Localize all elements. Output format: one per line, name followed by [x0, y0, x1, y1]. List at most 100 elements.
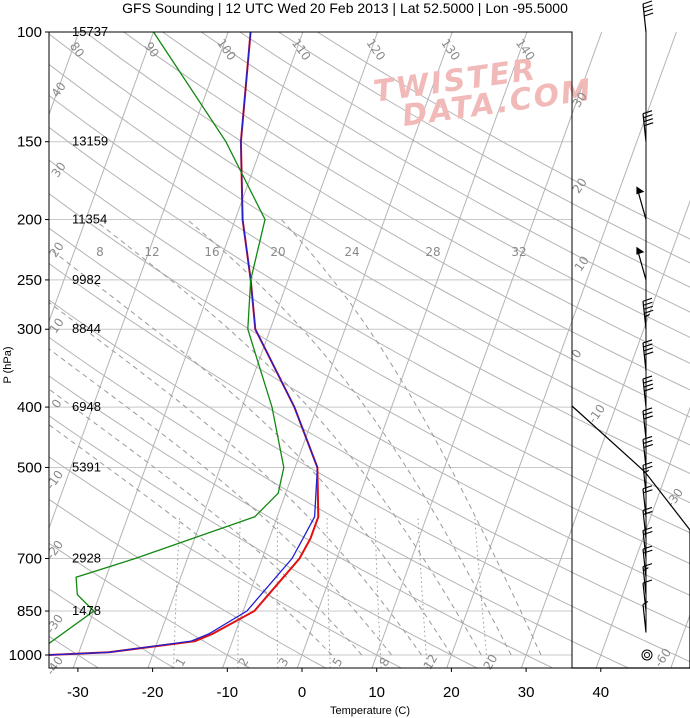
dry-adiabat	[49, 588, 175, 668]
wind-barb-tick	[643, 530, 653, 536]
wind-barb-tick	[643, 114, 653, 119]
wind-barb	[642, 566, 647, 595]
adiabat-label: 0	[49, 397, 65, 411]
mixing-ratio-label: 8	[377, 655, 393, 669]
wind-barb-tick	[644, 387, 654, 392]
adiabat-label: -30	[663, 486, 686, 510]
wind-barb-flag	[636, 186, 647, 220]
wind-barb-tick	[643, 305, 653, 310]
moist-adiabat-label: 32	[511, 245, 526, 259]
wind-barb-tick	[644, 122, 654, 127]
wind-barb-tick	[643, 301, 653, 306]
moist-adiabat-label: 12	[144, 245, 159, 259]
adiabat-label: -30	[43, 612, 66, 636]
isotherm	[446, 32, 677, 668]
dry-adiabat	[49, 227, 690, 596]
moist-adiabat	[49, 424, 333, 656]
height-label: 9982	[72, 272, 101, 287]
dry-adiabat	[49, 126, 690, 504]
isotherm	[49, 32, 154, 323]
wind-barb-tick	[643, 443, 653, 448]
y-tick-label: 700	[17, 550, 42, 567]
moist-adiabat	[49, 301, 422, 656]
wind-barb	[642, 582, 647, 612]
wind-barbs	[636, 0, 654, 661]
moist-adiabat	[93, 219, 482, 656]
isotherm-label: 100	[214, 36, 239, 63]
adiabat-label: -10	[585, 402, 608, 426]
wind-barb-tick	[642, 339, 653, 344]
y-tick-label: 200	[17, 212, 42, 229]
wind-barb-tick	[642, 0, 653, 5]
dry-adiabat	[84, 32, 690, 391]
wind-barb-tick	[643, 383, 653, 388]
adiabat-label: -40	[43, 654, 66, 678]
x-axis-label: Temperature (C)	[330, 705, 410, 717]
dry-adiabat	[49, 299, 690, 663]
dry-adiabat	[200, 32, 690, 313]
dry-adiabat	[49, 33, 690, 418]
moist-adiabat-label: 20	[270, 245, 285, 259]
adiabat-label: -10	[43, 468, 66, 492]
moist-adiabat	[281, 219, 542, 656]
y-tick-label: 400	[17, 399, 42, 416]
adiabat-label: 20	[570, 175, 590, 196]
wind-barb	[642, 549, 647, 578]
wind-barb-tick	[642, 407, 653, 412]
wind-barb-tick	[642, 297, 653, 302]
wind-barb-tick	[643, 8, 653, 13]
dry-adiabat	[49, 336, 630, 668]
wind-barb-flag	[636, 246, 647, 281]
wind-barb-tick	[643, 4, 653, 9]
sounding-profiles	[49, 32, 320, 656]
chart-title: GFS Sounding | 12 UTC Wed 20 Feb 2013 | …	[122, 0, 568, 16]
wind-barb	[642, 301, 647, 330]
dry-adiabat	[49, 159, 690, 534]
x-tick-label: -20	[142, 684, 164, 701]
height-label: 2928	[72, 550, 101, 565]
y-tick-label: 300	[17, 321, 42, 338]
dry-adiabat	[239, 32, 690, 288]
moist-adiabat-label: 24	[344, 245, 359, 259]
wind-barb	[642, 510, 647, 539]
dry-adiabat	[49, 498, 327, 668]
isotherm-label: 120	[364, 36, 389, 63]
wind-barb-tick	[642, 435, 653, 440]
adiabat-label: 10	[572, 253, 592, 274]
mixing-ratio-line	[374, 516, 382, 668]
y-tick-label: 500	[17, 459, 42, 476]
adiabat-label: 20	[47, 239, 67, 260]
wind-barb	[642, 3, 647, 33]
calm-wind-circle	[641, 649, 653, 661]
isotherm	[72, 32, 304, 668]
dry-adiabat	[49, 456, 402, 668]
wind-barb-tick	[642, 485, 653, 490]
adiabat-label: -60	[651, 646, 674, 670]
moist-adiabat	[49, 348, 392, 656]
dry-adiabat	[49, 415, 478, 668]
wind-barb-tick	[643, 118, 653, 123]
wind-barb-tick	[643, 489, 653, 494]
y-tick-label: 100	[17, 24, 42, 41]
isotherm-label: 110	[289, 36, 314, 63]
dry-adiabat	[49, 262, 690, 629]
mixing-ratio-label: 5	[330, 655, 346, 669]
moist-adiabat	[186, 219, 512, 656]
height-label: 8844	[72, 321, 101, 336]
wind-barb	[642, 530, 647, 559]
wind-barb-tick	[643, 439, 653, 444]
wind-barb-tick	[642, 110, 653, 115]
wind-barb-tick	[643, 347, 653, 352]
y-tick-label: 150	[17, 134, 42, 151]
moist-adiabat-label: 16	[204, 245, 219, 259]
mixing-ratio-line	[173, 516, 181, 668]
x-tick-label: 10	[368, 684, 385, 701]
wind-barb-tick	[643, 510, 653, 515]
dry-adiabat	[123, 32, 690, 364]
wind-barb	[642, 410, 647, 440]
reference-labels: 80 90 100 110 120 130 140403020100-10-20-30-40…	[43, 36, 686, 677]
reference-lines	[49, 32, 690, 668]
moist-adiabat-label: 28	[425, 245, 440, 259]
mixing-ratio-label: 1	[173, 655, 189, 669]
